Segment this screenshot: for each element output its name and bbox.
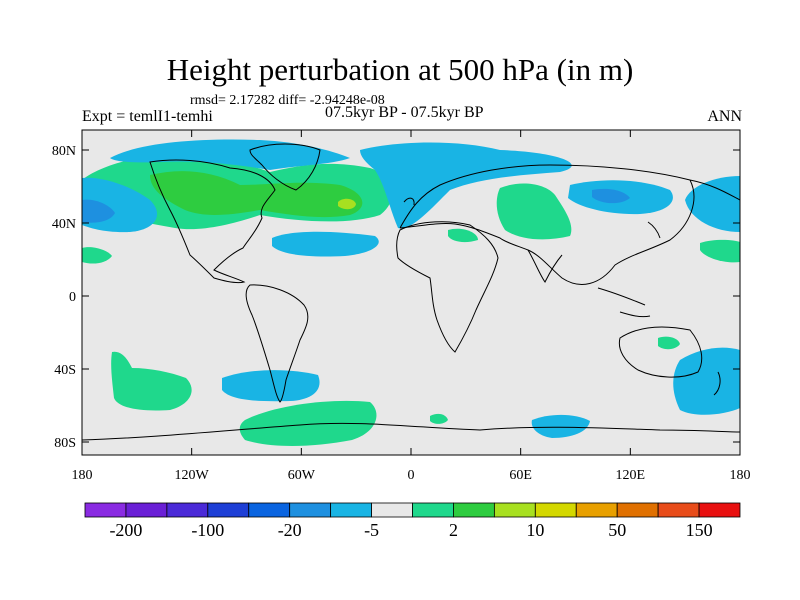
coastline-uk [403, 197, 415, 206]
x-tick-label: 120W [175, 468, 210, 483]
colorbar-swatch [166, 502, 209, 518]
y-tick-label: 0 [69, 290, 76, 305]
colorbar-label: 150 [686, 520, 713, 540]
x-tick-label: 0 [408, 468, 415, 483]
colorbar-swatch [453, 502, 495, 518]
x-tick-label: 60E [509, 468, 532, 483]
y-tick-label: 80N [52, 144, 76, 159]
colorbar-swatch [698, 502, 741, 518]
colorbar-swatch [248, 502, 291, 518]
colorbar-swatch [616, 502, 659, 518]
colorbar-label: 50 [608, 520, 626, 540]
x-tick-label: 180 [730, 468, 751, 483]
field-region-green [111, 351, 192, 411]
colorbar-label: -5 [364, 520, 379, 540]
coastline-eurasia [399, 164, 740, 285]
field-region-green [496, 183, 572, 240]
field-region-green [658, 336, 680, 350]
y-tick-label: 80S [54, 436, 76, 451]
field-region-blue [592, 188, 630, 204]
experiment-label: Expt = temlI1-temhi [82, 108, 213, 125]
colorbar-swatch [84, 502, 127, 518]
coastline-greenland [249, 143, 321, 191]
field-region-yellow-green [338, 198, 356, 210]
season-label: ANN [707, 108, 742, 125]
colorbar-swatch [125, 502, 168, 518]
axis-labels: 180 120W 60W 0 60E 120E 180 80N 40N 0 40S 80S [52, 144, 751, 483]
stats-label: rmsd= 2.17282 diff= -2.94248e-08 [190, 93, 385, 108]
colorbar-label: 2 [449, 520, 458, 540]
colorbar-swatch [371, 502, 413, 518]
x-tick-label: 180 [72, 468, 93, 483]
y-tick-label: 40S [54, 363, 76, 378]
field-region-green [82, 247, 112, 264]
y-tick-label: 40N [52, 217, 76, 232]
field-region-blue [82, 199, 115, 223]
field-region-green [700, 239, 740, 263]
anomaly-field [82, 139, 740, 446]
colorbar-swatch [657, 502, 700, 518]
field-region-cyan [222, 370, 320, 402]
colorbar-label: -100 [191, 520, 224, 540]
field-region-green [239, 400, 377, 446]
field-region-cyan [673, 347, 740, 415]
colorbar-swatch [412, 502, 454, 518]
coastline-africa [396, 221, 499, 353]
colorbar-label: -20 [278, 520, 302, 540]
coastline-antarctica [82, 422, 740, 441]
colorbar-swatch [534, 502, 577, 518]
coastline-japan [647, 221, 661, 239]
colorbar: -200 -100 -20 -5 2 10 50 150 [84, 502, 741, 540]
colorbar-swatch [289, 502, 332, 518]
coastline-india [527, 249, 563, 283]
colorbar-swatch [575, 502, 618, 518]
field-region-cyan [272, 231, 379, 257]
coastline-southeast-asia [597, 287, 651, 318]
colorbar-swatch [493, 502, 536, 518]
colorbar-swatch [207, 502, 250, 518]
colorbar-label: -200 [109, 520, 142, 540]
plot-title: Height perturbation at 500 hPa (in m) [166, 52, 634, 87]
field-region-dark-green [150, 171, 363, 218]
field-region-cyan [110, 139, 350, 170]
x-tick-label: 120E [616, 468, 646, 483]
colorbar-swatch [330, 502, 372, 518]
coastline-north-america [149, 159, 276, 284]
field-region-cyan [685, 176, 740, 232]
axis-tick-marks [81, 130, 741, 455]
coastline-new-zealand [713, 371, 721, 396]
coastline-australia [618, 326, 703, 378]
field-region-green [430, 413, 448, 424]
field-region-green [448, 228, 478, 243]
coastline-south-america [245, 284, 309, 403]
field-region-cyan [531, 414, 590, 438]
period-label: 07.5kyr BP - 07.5kyr BP [325, 104, 484, 121]
coastlines [82, 143, 740, 441]
colorbar-label: 10 [526, 520, 544, 540]
x-tick-label: 60W [288, 468, 316, 483]
